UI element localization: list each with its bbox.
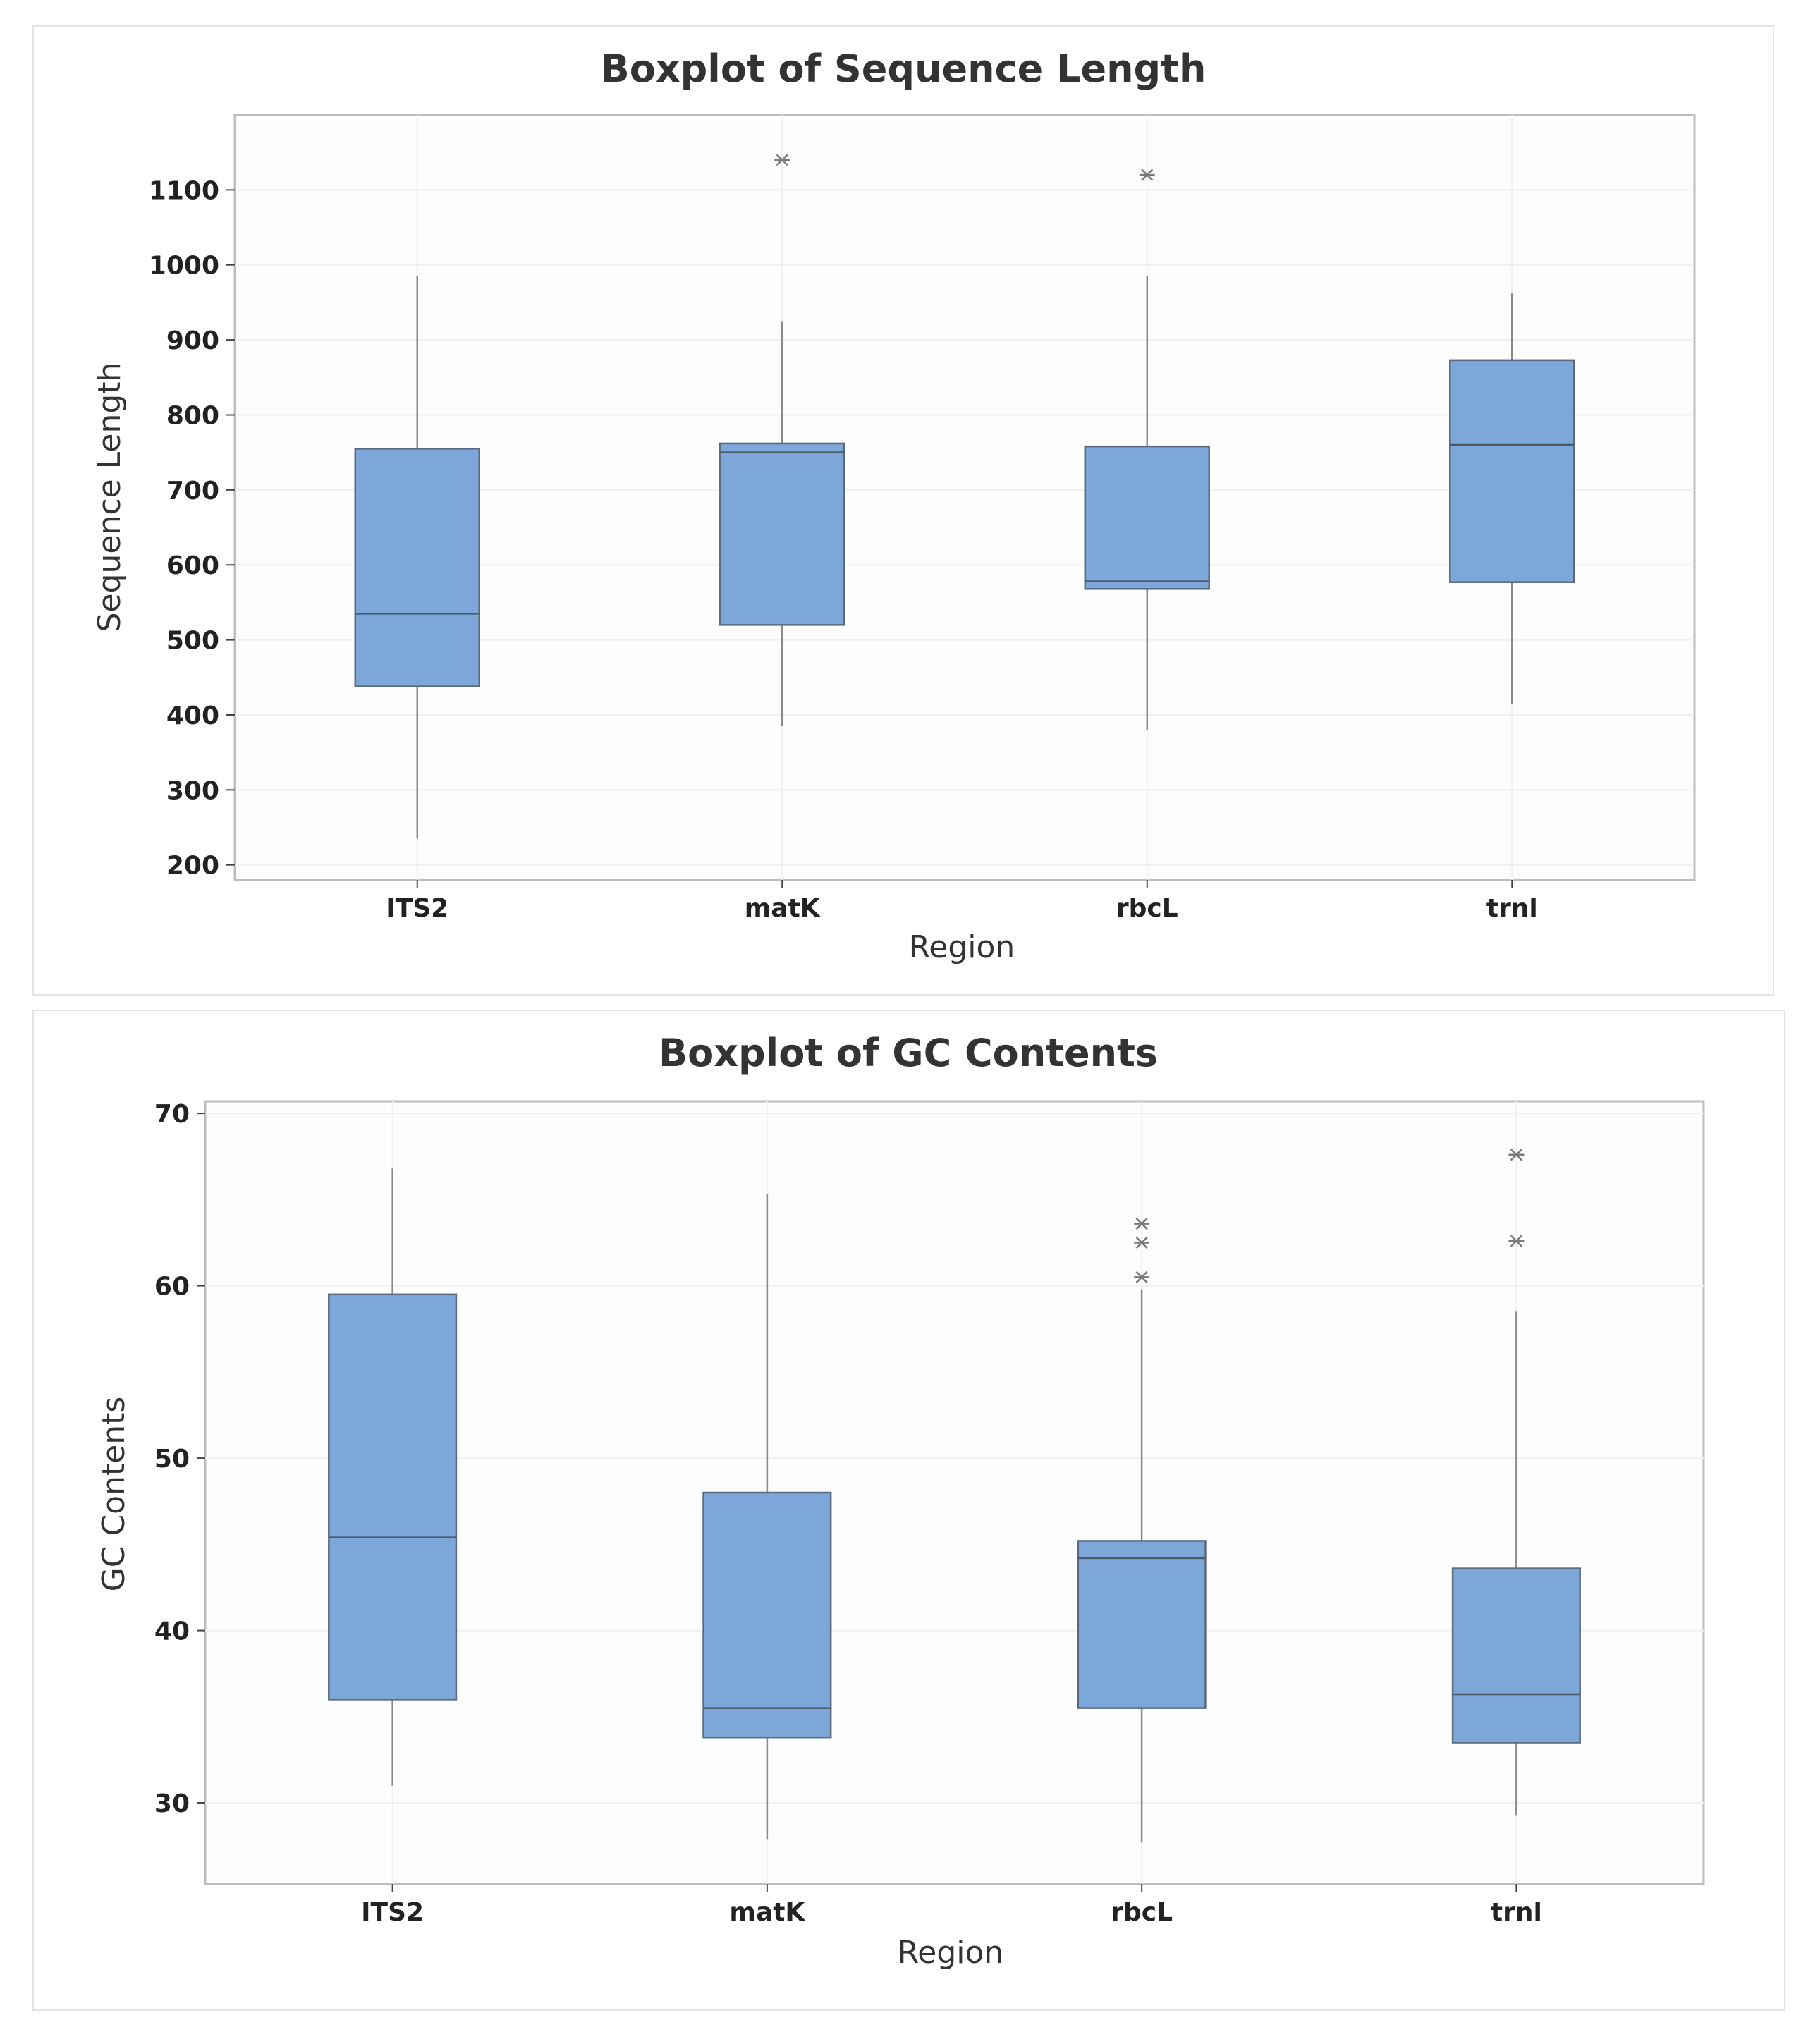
y-tick-label: 700 — [166, 477, 219, 506]
y-tick-label: 50 — [154, 1445, 190, 1474]
y-tick-label: 300 — [166, 776, 219, 805]
gc-contents-boxplot: Boxplot of GC Contents 30 40 50 60 70 ITS2 ma… — [96, 1031, 1705, 1971]
iqr-box — [1449, 359, 1575, 583]
x-tick-label: matK — [729, 1898, 805, 1927]
x-axis: ITS2 matK rbcL trnl — [386, 880, 1538, 923]
iqr-box — [702, 1491, 832, 1739]
chart-title: Boxplot of Sequence Length — [601, 47, 1207, 91]
y-tick-label: 60 — [154, 1273, 190, 1302]
y-tick-label: 800 — [166, 401, 219, 430]
box-group-ITS2 — [328, 1168, 458, 1786]
y-tick-label: 40 — [154, 1617, 190, 1646]
iqr-box — [1451, 1567, 1581, 1744]
x-tick-label: rbcL — [1111, 1898, 1173, 1927]
x-tick-label: ITS2 — [386, 894, 448, 923]
outlier-stroke — [776, 154, 788, 166]
outlier-marker — [1134, 1236, 1150, 1249]
iqr-box — [1077, 1540, 1207, 1709]
outlier-marker — [1508, 1149, 1525, 1161]
outlier-stroke — [1135, 1218, 1148, 1230]
y-tick-label: 600 — [166, 551, 219, 580]
x-axis-label: Region — [898, 1935, 1004, 1971]
x-tick-label: trnl — [1486, 894, 1538, 923]
y-axis: 30 40 50 60 70 — [154, 1100, 205, 1818]
outlier-marker — [1134, 1271, 1150, 1283]
outlier-marker — [1134, 1218, 1150, 1230]
outlier-marker — [1508, 1235, 1525, 1247]
y-tick-label: 30 — [154, 1789, 190, 1818]
y-tick-label: 200 — [166, 852, 219, 881]
x-tick-label: trnl — [1491, 1898, 1542, 1927]
box-group-matK — [702, 1194, 832, 1840]
chart-title: Boxplot of GC Contents — [659, 1031, 1158, 1075]
y-tick-label: 900 — [166, 326, 219, 355]
outlier-stroke — [1135, 1236, 1148, 1249]
x-axis-label: Region — [909, 929, 1015, 965]
outlier-stroke — [1510, 1149, 1522, 1161]
box-group-trnl — [1449, 293, 1575, 704]
y-axis-label: Sequence Length — [92, 362, 128, 632]
box-group-matK — [719, 154, 845, 726]
x-tick-label: matK — [745, 894, 821, 923]
y-tick-label: 1000 — [149, 252, 219, 281]
y-axis: 200 300 400 500 600 700 800 900 1000 1100 — [149, 176, 235, 881]
box-group-ITS2 — [354, 276, 480, 839]
outlier-marker — [1139, 169, 1155, 181]
y-tick-label: 500 — [166, 627, 219, 656]
x-axis: ITS2 matK rbcL trnl — [361, 1884, 1542, 1927]
iqr-box — [354, 448, 480, 687]
gc-contents-chart-panel: Boxplot of GC Contents 30 40 50 60 70 ITS2 ma… — [32, 1010, 1785, 2011]
iqr-box — [719, 442, 845, 626]
boxplot-marks — [328, 1149, 1581, 1843]
box-group-rbcL — [1084, 169, 1210, 730]
y-axis-label: GC Contents — [96, 1397, 132, 1592]
box-group-trnl — [1451, 1149, 1581, 1816]
outlier-marker — [774, 154, 790, 166]
outlier-stroke — [1135, 1271, 1148, 1283]
boxplot-marks — [354, 154, 1575, 839]
iqr-box — [328, 1293, 458, 1701]
outlier-stroke — [1141, 169, 1154, 181]
x-tick-label: rbcL — [1116, 894, 1178, 923]
outlier-stroke — [1510, 1235, 1522, 1247]
iqr-box — [1084, 445, 1210, 590]
sequence-length-chart-panel: Boxplot of Sequence Length 200 300 400 500 6… — [32, 25, 1774, 996]
y-tick-label: 1100 — [149, 176, 219, 205]
x-tick-label: ITS2 — [361, 1898, 424, 1927]
y-tick-label: 400 — [166, 702, 219, 730]
box-group-rbcL — [1077, 1218, 1207, 1843]
sequence-length-boxplot: Boxplot of Sequence Length 200 300 400 500 6… — [92, 47, 1696, 965]
y-tick-label: 70 — [154, 1100, 190, 1129]
